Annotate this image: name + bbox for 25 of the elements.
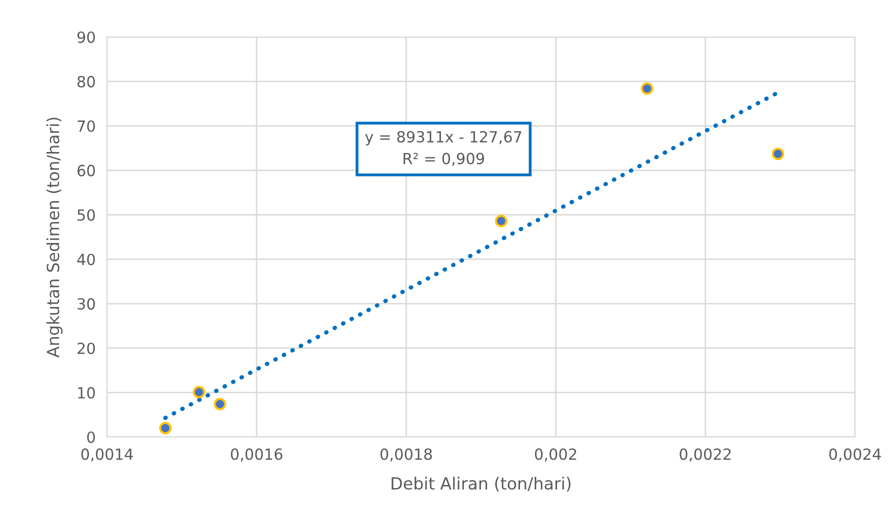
y-tick-label: 0: [87, 431, 95, 444]
y-tick-label: 90: [77, 31, 95, 44]
x-tick-label: 0,0022: [680, 448, 731, 462]
y-tick-label: 70: [78, 120, 95, 132]
point: [159, 422, 172, 434]
point: [192, 386, 206, 398]
y-tick-label: 20: [78, 342, 95, 354]
x-tick-label: 0,0018: [380, 448, 432, 462]
y-tick-label: 80: [77, 76, 95, 88]
y-tick-label: 40: [77, 254, 95, 266]
x-tick-label: 0,0024: [829, 448, 881, 462]
point: [495, 214, 508, 228]
x-tick-label: 0,002: [534, 448, 576, 462]
y-tick-label: 60: [78, 164, 95, 176]
point: [640, 82, 654, 95]
y-tick-label: 30: [78, 298, 95, 310]
y-axis-title: Angkutan Sedimen (ton/hari): [46, 118, 63, 358]
y-tick-label: 10: [78, 387, 95, 399]
point: [214, 398, 226, 410]
y-tick-label: 50: [78, 209, 95, 221]
x-tick-label: 0,0014: [81, 448, 133, 462]
x-tick-label: 0,0016: [230, 448, 282, 462]
annotation: y = 89311x - 127,67 R² = 0,909: [365, 131, 522, 166]
x-axis-title: Debit Aliran (ton/hari): [392, 476, 571, 492]
point: [772, 148, 784, 160]
